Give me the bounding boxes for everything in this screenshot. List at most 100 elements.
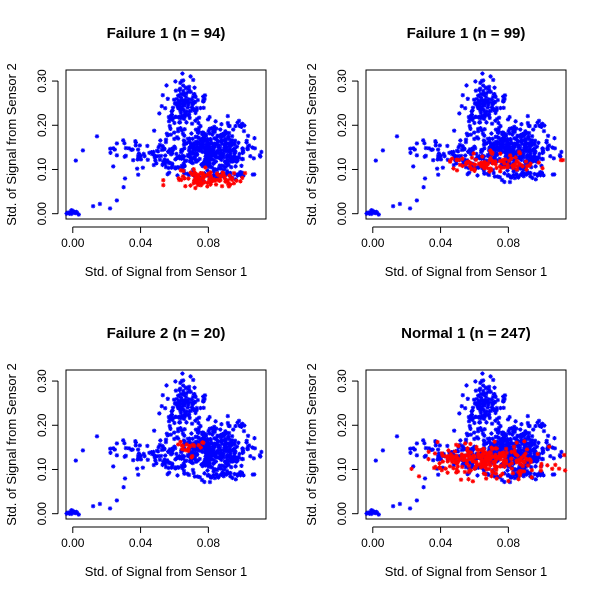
data-point (191, 146, 197, 151)
data-point (477, 407, 483, 413)
highlighted-point (468, 468, 473, 473)
data-point (213, 153, 219, 159)
data-point (436, 451, 442, 456)
data-point (237, 471, 243, 476)
data-point (121, 438, 126, 443)
data-point (519, 438, 524, 444)
data-point (167, 460, 172, 465)
data-point (203, 457, 209, 462)
data-point (235, 420, 240, 425)
data-point (193, 139, 199, 144)
highlighted-point (454, 453, 459, 459)
data-point (178, 80, 183, 86)
data-point (165, 133, 170, 138)
data-point (489, 121, 495, 126)
data-point (465, 396, 470, 401)
highlighted-point (196, 173, 201, 179)
data-point (186, 102, 191, 108)
data-point (201, 94, 206, 99)
data-point (468, 432, 474, 437)
data-point (154, 461, 159, 466)
data-point (226, 170, 231, 176)
x-tick-label: 0.04 (129, 536, 153, 550)
data-point (223, 442, 228, 447)
data-point (515, 174, 520, 179)
data-point (494, 407, 499, 413)
highlighted-point (482, 159, 487, 165)
data-point (525, 420, 531, 426)
data-point (457, 142, 463, 148)
data-point (165, 449, 171, 454)
highlighted-point (483, 164, 488, 170)
data-point (232, 138, 238, 143)
data-point (227, 146, 233, 152)
y-tick-label: 0.30 (335, 69, 349, 93)
data-point (462, 105, 468, 111)
data-point (157, 442, 163, 448)
highlighted-point (191, 178, 197, 183)
data-point (170, 163, 175, 168)
data-point (198, 405, 203, 411)
data-point (545, 446, 550, 451)
data-point (196, 120, 201, 126)
data-point (503, 133, 508, 138)
data-point (372, 210, 377, 215)
data-point (133, 143, 138, 148)
highlighted-point (522, 460, 527, 465)
highlighted-point (484, 467, 489, 472)
highlighted-point (510, 165, 516, 171)
data-point (180, 371, 185, 376)
data-point (151, 449, 156, 455)
highlighted-point (220, 171, 226, 176)
highlighted-point (452, 449, 458, 454)
highlighted-point (523, 159, 529, 164)
data-point (223, 464, 229, 470)
data-point (373, 458, 378, 463)
highlighted-point (234, 178, 239, 183)
data-point (509, 426, 515, 431)
data-point (470, 417, 475, 423)
data-point (158, 153, 164, 159)
data-point (493, 118, 498, 123)
data-point (239, 470, 244, 475)
data-point (469, 112, 475, 117)
data-point (157, 142, 163, 148)
data-point (259, 149, 264, 155)
highlighted-point (507, 462, 512, 468)
data-point (485, 405, 490, 410)
data-point (194, 407, 199, 413)
data-point (164, 131, 170, 136)
highlighted-point (445, 459, 450, 464)
data-point (207, 149, 213, 154)
data-point (478, 391, 483, 397)
data-point (241, 128, 247, 134)
data-point (187, 408, 192, 414)
data-point (539, 170, 544, 175)
data-point (520, 170, 525, 175)
data-point (197, 156, 202, 162)
highlighted-point (212, 178, 218, 183)
highlighted-point (191, 443, 197, 449)
data-point (516, 444, 521, 449)
data-point (530, 148, 536, 153)
data-point (550, 145, 555, 150)
data-point (90, 503, 96, 509)
data-point (548, 454, 553, 459)
data-point (221, 155, 226, 160)
data-point (191, 77, 196, 83)
data-point (481, 383, 486, 388)
data-point (477, 420, 482, 425)
highlighted-point (226, 181, 231, 186)
data-point (529, 165, 534, 170)
data-point (535, 120, 540, 125)
highlighted-point (473, 157, 479, 163)
data-point (484, 141, 489, 146)
data-point (506, 172, 511, 178)
data-point (193, 394, 198, 399)
data-point (175, 93, 181, 98)
data-point (486, 102, 491, 108)
data-point (235, 173, 240, 178)
data-point (540, 448, 546, 453)
data-point (414, 198, 420, 203)
data-point (182, 116, 187, 122)
